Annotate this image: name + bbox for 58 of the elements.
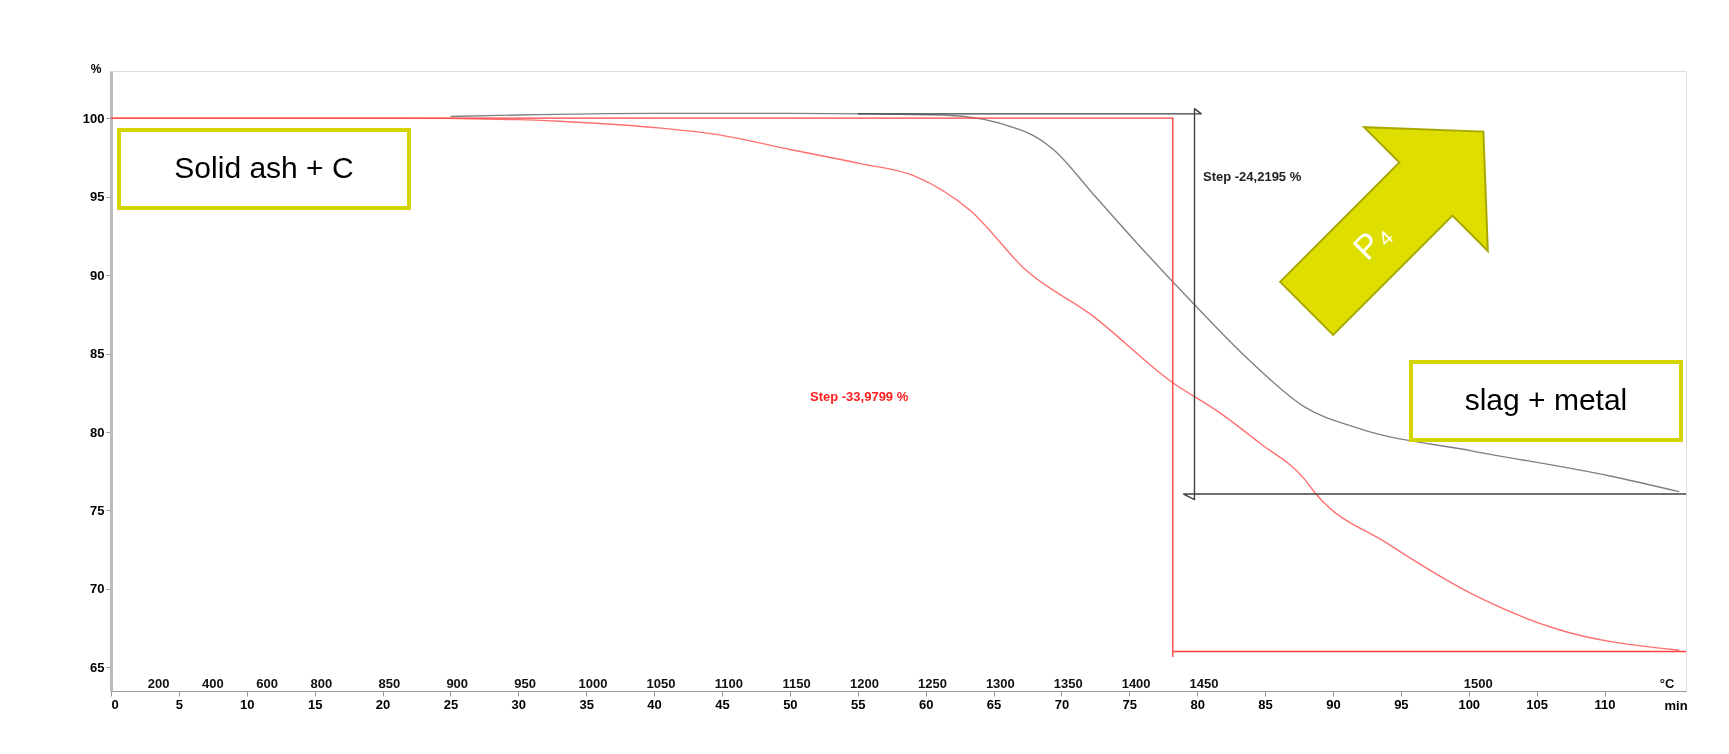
annotation: 400 [201,676,224,691]
y-tick-label: 85 [90,346,105,362]
annotation: 850 [378,676,401,691]
annotation: slag + metal [1464,383,1628,416]
x-tick-label: 5 [175,696,184,712]
annotation: 800 [310,676,333,691]
x-tick-label: 105 [1526,696,1548,712]
annotation: 1200 [850,676,880,691]
annotation: 1300 [985,676,1015,691]
annotation: 950 [514,676,536,691]
annotation: 1350 [1053,676,1083,691]
x-tick-label: 85 [1258,696,1273,712]
annotation: 1450 [1189,676,1219,691]
annotation: 200 [147,676,170,691]
y-tick-label: 95 [90,189,105,205]
x-tick-label: 95 [1394,696,1409,712]
annotation: 1500 [1463,676,1493,691]
x-tick-label: 20 [375,696,391,712]
x-tick-label: 0 [111,696,119,712]
line-series [449,112,1680,493]
y-tick-label: 80 [90,424,105,440]
annotation: 600 [256,676,278,691]
x-tick-label: 70 [1054,696,1070,712]
annotation: °C [1659,676,1675,691]
x-tick-label: 25 [443,696,459,712]
x-tick-label: 90 [1326,696,1341,712]
y-tick-label: 70 [90,581,105,597]
annotation: 1150 [782,676,811,691]
x-tick-label: 35 [579,696,594,712]
x-tick-label: 50 [783,696,798,712]
x-tick-label: 30 [511,696,527,712]
x-tick-label: 45 [715,696,730,712]
y-axis-title: % [90,61,102,76]
x-tick-label: 40 [647,696,662,712]
x-tick-label: 65 [986,696,1002,712]
x-tick-label: 10 [240,696,255,712]
annotation: 1000 [578,676,608,691]
x-axis-title: min [1664,697,1688,713]
annotation: 1400 [1121,676,1151,691]
y-tick-label: 75 [90,502,105,518]
x-tick-label: 80 [1190,696,1205,712]
annotation: P₄ [1345,214,1398,267]
y-tick-label: 90 [90,267,105,283]
annotation: 900 [446,676,469,691]
annotation: 1050 [646,676,676,691]
x-tick-label: 100 [1458,696,1481,712]
x-tick-label: 110 [1594,696,1616,712]
annotation: Step -33,9799 % [810,389,909,404]
annotation: 1100 [714,676,743,691]
x-tick-label: 15 [307,696,323,712]
x-tick-label: 55 [851,696,866,712]
annotation: 1250 [917,676,947,691]
y-tick-label: 65 [90,659,105,675]
annotation: Solid ash + C [174,151,354,184]
x-tick-label: 60 [918,696,934,712]
annotation: Step -24,2195 % [1203,169,1302,184]
y-tick-label: 100 [82,110,105,126]
x-tick-label: 75 [1122,696,1138,712]
